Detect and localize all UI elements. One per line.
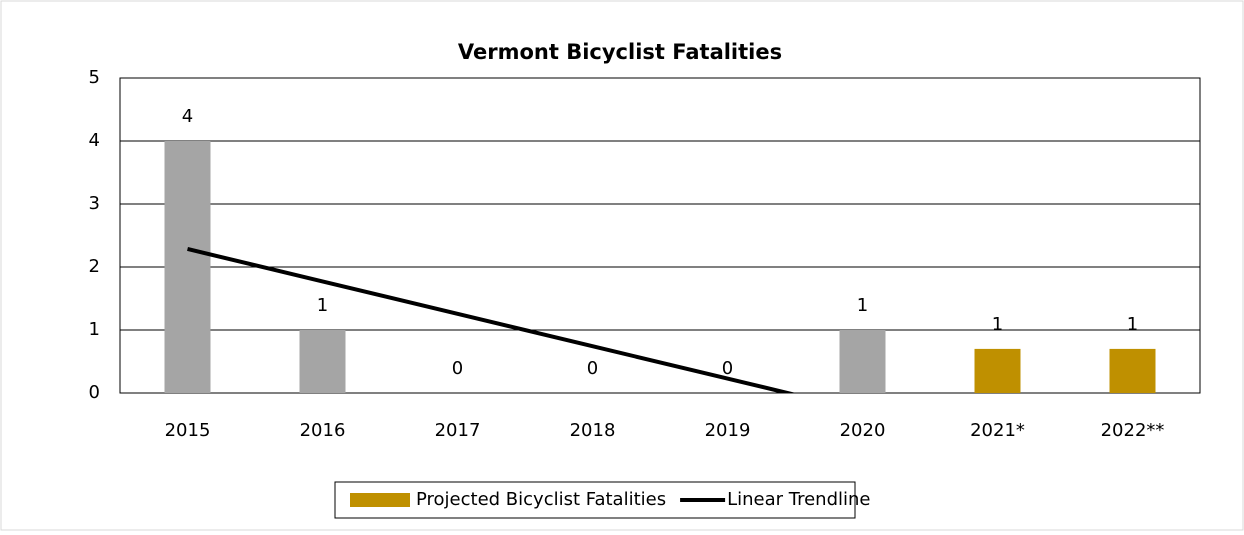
legend-swatch: [350, 493, 410, 507]
data-label: 0: [587, 358, 598, 379]
data-label: 1: [857, 295, 868, 316]
legend-label: Linear Trendline: [727, 489, 870, 510]
data-label: 0: [452, 358, 463, 379]
bar: [164, 141, 211, 393]
data-label: 0: [722, 358, 733, 379]
x-tick-label: 2021*: [970, 420, 1025, 441]
x-tick-label: 2015: [165, 420, 211, 441]
y-tick-label: 5: [89, 67, 100, 88]
x-tick-label: 2016: [300, 420, 346, 441]
y-tick-label: 2: [89, 256, 100, 277]
data-label: 1: [317, 295, 328, 316]
data-label: 1: [992, 314, 1003, 335]
x-tick-label: 2022**: [1101, 420, 1165, 441]
data-label: 4: [182, 106, 193, 127]
legend-box: [334, 481, 856, 519]
bar: [974, 348, 1021, 393]
x-tick-label: 2018: [570, 420, 616, 441]
y-tick-label: 1: [89, 319, 100, 340]
bar: [1109, 348, 1156, 393]
x-tick-label: 2017: [435, 420, 481, 441]
y-tick-label: 3: [89, 193, 100, 214]
data-label: 1: [1127, 314, 1138, 335]
bar: [299, 330, 346, 393]
y-tick-label: 0: [89, 382, 100, 403]
bar: [839, 330, 886, 393]
chart-title: Vermont Bicyclist Fatalities: [458, 40, 782, 64]
y-tick-label: 4: [89, 130, 100, 151]
x-tick-label: 2020: [840, 420, 886, 441]
plot-border: [119, 77, 1201, 394]
legend-label: Projected Bicyclist Fatalities: [416, 489, 666, 510]
trendline: [187, 247, 797, 393]
x-tick-label: 2019: [705, 420, 751, 441]
